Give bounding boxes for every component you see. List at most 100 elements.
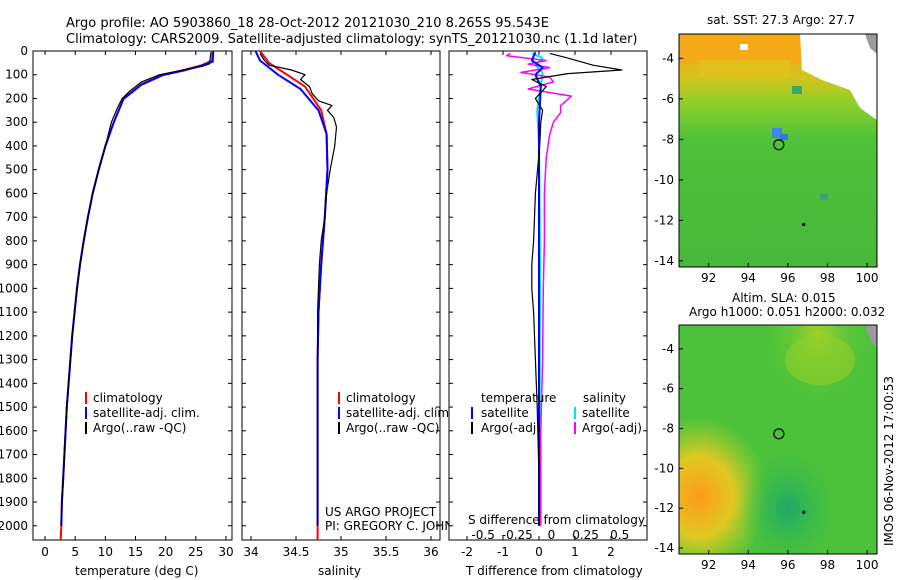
project-label: US ARGO PROJECT [325,505,437,519]
y-tick-label: 500 [5,163,28,177]
s-tick-label: 0.25 [572,528,599,542]
salinity-x-axis: 34 34.5 35 35.5 36 [243,51,439,559]
map-y-tick-label: -10 [654,173,674,187]
x-tick-label: 0 [41,545,49,559]
map-y-tick-label: -12 [654,213,674,227]
legend-satellite-label: satellite-adj. clim. [93,406,200,420]
temperature-axes-frame [32,50,233,541]
y-tick-label: 400 [5,139,28,153]
x-tick-label: 0 [535,545,543,559]
legend-climatology-label: climatology [346,391,416,405]
map-x-tick-label: 92 [701,271,716,285]
map-x-tick-label: 100 [856,558,879,572]
float-position-dot [802,510,806,514]
legend-argo-label: Argo(..raw -QC) [93,421,186,435]
map-y-tick-label: -6 [662,92,674,106]
map-y-tick-label: -6 [662,382,674,396]
map-x-tick-label: 94 [741,271,756,285]
y-tick-label: 1900 [0,495,28,509]
x-tick-label: 10 [98,545,113,559]
x-tick-label: 1 [571,545,579,559]
salinity-panel: 34 34.5 35 35.5 36 climatology satellite-adj… [241,50,479,578]
legend-s-argo-label: Argo(-adj) [582,421,642,435]
x-tick-label: 35 [333,545,348,559]
timestamp-stamp: IMOS 06-Nov-2012 17:00:53 [882,376,896,546]
map-y-tick-label: -14 [654,254,674,268]
y-tick-label: 1300 [0,353,28,367]
x-tick-label: -2 [461,545,473,559]
legend-satellite-label: satellite-adj. clim. [346,406,453,420]
series-line-argo-raw-qc- [60,52,212,526]
y-tick-label: 1500 [0,400,28,414]
x-tick-label: 5 [71,545,79,559]
sst-map-title: sat. SST: 27.3 Argo: 27.7 [707,13,855,27]
map-y-tick-label: -4 [662,51,674,65]
figure-title-line1: Argo profile: AO 5903860_18 28-Oct-2012 … [66,16,549,31]
x-tick-label: 2 [607,545,615,559]
legend-argo-label: Argo(..raw -QC) [346,421,439,435]
x-tick-label: 34 [243,545,258,559]
s-tick-label: -0.5 [471,528,494,542]
y-tick-label: 1100 [0,305,28,319]
legend-t-satellite-label: satellite [481,406,529,420]
map-x-tick-label: 100 [856,271,879,285]
sla-map-frame [678,324,878,555]
map-x-tick-label: 98 [820,558,835,572]
x-tick-label: 36 [423,545,438,559]
depth-axis: 0 100 200 300 400 500 600 700 800 900 1000 1100 1200… [0,44,232,533]
t-difference-xlabel: T difference from climatology [465,564,643,578]
s-tick-label: 0 [548,528,556,542]
map-y-tick-label: -10 [654,461,674,475]
temperature-legend: climatology satellite-adj. clim. Argo(..… [85,391,200,435]
sst-map-image [679,34,877,267]
difference-panel: -2 -1 0 1 2 temperature salinity satellite A… [448,50,648,578]
x-tick-label: -1 [497,545,509,559]
temperature-xlabel: temperature (deg C) [75,564,198,578]
temperature-series [59,50,215,541]
map-y-tick-label: -8 [662,422,674,436]
x-tick-label: 25 [188,545,203,559]
map-y-tick-label: -4 [662,342,674,356]
x-tick-label: 30 [218,545,233,559]
argo-position-circle [773,428,785,440]
sla-map-subtitle: Argo h1000: 0.051 h2000: 0.032 [689,305,885,319]
series-line-s-argo-adj- [505,52,573,526]
salinity-xlabel: salinity [318,564,361,578]
figure-title-line2: Climatology: CARS2009. Satellite-adjuste… [66,32,638,47]
salinity-series [254,50,338,540]
legend-climatology-label: climatology [93,391,163,405]
y-tick-label: 200 [5,91,28,105]
y-tick-label: 900 [5,258,28,272]
series-line-argo-raw-qc- [259,53,338,526]
sla-map-title: Altim. SLA: 0.015 [732,291,836,305]
y-tick-label: 0 [20,44,28,58]
y-tick-label: 1800 [0,471,28,485]
sla-map-panel: Altim. SLA: 0.015 Argo h1000: 0.051 h200… [654,291,885,572]
temperature-panel: 0100200300400500600700800900100011001200… [0,44,234,578]
map-x-tick-label: 96 [780,558,795,572]
s-difference-xlabel: S difference from climatology [468,513,645,527]
y-tick-label: 1000 [0,281,28,295]
sst-map-frame [678,33,878,268]
difference-legend: temperature salinity satellite Argo(-adj… [471,391,642,435]
sst-map-axes: 92 94 96 98 100 -4 -6 -8 -10 -12 -14 [654,51,878,285]
map-y-tick-label: -8 [662,132,674,146]
difference-y-ticks [449,50,647,527]
argo-position-circle [773,139,785,151]
y-tick-label: 1400 [0,376,28,390]
y-tick-label: 600 [5,186,28,200]
s-difference-axis: -0.5 -0.25 0 0.25 0.5 [471,528,629,542]
sla-map-image [679,325,877,554]
salinity-axes-frame [241,50,441,541]
x-tick-label: 34.5 [283,545,310,559]
legend-s-satellite-label: satellite [582,406,630,420]
y-tick-label: 2000 [0,519,28,533]
y-tick-label: 100 [5,68,28,82]
temperature-x-axis: 0 5 10 15 20 25 30 [41,51,234,559]
sst-map-panel: sat. SST: 27.3 Argo: 27.7 92 94 96 98 100 -4 -… [654,13,878,285]
difference-series [505,51,623,526]
map-y-tick-label: -14 [654,541,674,555]
map-x-tick-label: 98 [820,271,835,285]
map-x-tick-label: 96 [780,271,795,285]
